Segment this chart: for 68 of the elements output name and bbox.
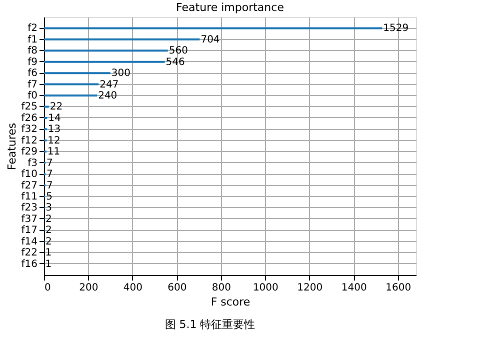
data-label: 1 bbox=[45, 248, 52, 259]
data-label: 5 bbox=[46, 191, 52, 202]
x-tick-label: 1400 bbox=[341, 282, 367, 294]
x-tick-label: 1000 bbox=[252, 282, 278, 294]
bar bbox=[44, 83, 99, 86]
x-tick-label: 200 bbox=[79, 282, 98, 294]
data-label: 7 bbox=[46, 158, 53, 169]
y-tick-label: f3 bbox=[28, 158, 38, 169]
data-label: 1529 bbox=[383, 23, 409, 34]
data-label: 12 bbox=[48, 135, 60, 146]
chart-title: Feature importance bbox=[176, 1, 284, 14]
data-label: 14 bbox=[48, 112, 61, 124]
y-tick-label: f17 bbox=[21, 225, 38, 236]
data-label: 13 bbox=[48, 124, 61, 136]
y-tick-label: f11 bbox=[21, 191, 38, 202]
x-tick-label: 1200 bbox=[297, 282, 323, 294]
y-tick-label: f8 bbox=[28, 46, 38, 57]
bar bbox=[44, 72, 110, 74]
y-tick-label: f23 bbox=[21, 202, 38, 214]
data-label: 2 bbox=[45, 225, 52, 236]
bar bbox=[44, 116, 48, 119]
y-tick-label: f25 bbox=[21, 102, 38, 113]
y-tick-label: f14 bbox=[21, 236, 38, 248]
y-tick-label: f1 bbox=[28, 34, 38, 46]
x-tick-label: 400 bbox=[123, 282, 143, 294]
y-tick-label: f9 bbox=[28, 56, 38, 68]
x-axis-title: F score bbox=[210, 296, 250, 308]
y-tick-label: f22 bbox=[21, 248, 38, 259]
bar bbox=[44, 50, 168, 52]
bar bbox=[44, 106, 49, 108]
y-tick-label: f16 bbox=[21, 258, 38, 270]
y-tick-label: f6 bbox=[28, 68, 38, 80]
data-label: 300 bbox=[111, 68, 130, 80]
y-tick-label: f12 bbox=[21, 135, 38, 146]
data-label: 546 bbox=[166, 56, 185, 68]
y-tick-label: f29 bbox=[21, 146, 38, 158]
y-tick-label: f0 bbox=[28, 90, 38, 102]
x-tick-label: 1600 bbox=[386, 282, 412, 294]
data-label: 11 bbox=[47, 146, 60, 158]
data-label: 2 bbox=[45, 236, 52, 248]
bar bbox=[44, 128, 47, 130]
y-tick-label: f37 bbox=[21, 214, 38, 225]
x-tick-label: 600 bbox=[168, 282, 187, 294]
y-tick-label: f27 bbox=[21, 180, 38, 192]
data-label: 704 bbox=[200, 34, 220, 46]
y-tick-label: f2 bbox=[28, 23, 38, 34]
bar bbox=[44, 27, 382, 30]
data-label: 3 bbox=[46, 202, 52, 214]
data-label: 7 bbox=[46, 180, 53, 192]
y-tick-label: f26 bbox=[21, 112, 38, 124]
data-label: 22 bbox=[50, 102, 63, 113]
data-label: 560 bbox=[168, 46, 188, 57]
bar bbox=[44, 38, 200, 40]
data-label: 1 bbox=[45, 258, 52, 270]
y-tick-label: f7 bbox=[28, 79, 38, 90]
bar bbox=[44, 94, 98, 97]
y-tick-label: f10 bbox=[21, 169, 38, 180]
data-label: 247 bbox=[100, 79, 119, 90]
bar bbox=[44, 139, 47, 142]
y-axis-title: Features bbox=[5, 122, 18, 170]
data-label: 2 bbox=[45, 214, 52, 225]
bar bbox=[44, 60, 165, 63]
data-label: 7 bbox=[46, 169, 53, 180]
y-tick-label: f32 bbox=[21, 124, 38, 136]
x-tick-label: 800 bbox=[212, 282, 231, 294]
caption: 图 5.1 特征重要性 bbox=[164, 318, 256, 331]
data-label: 240 bbox=[98, 90, 118, 102]
x-tick-label: 0 bbox=[44, 282, 51, 294]
